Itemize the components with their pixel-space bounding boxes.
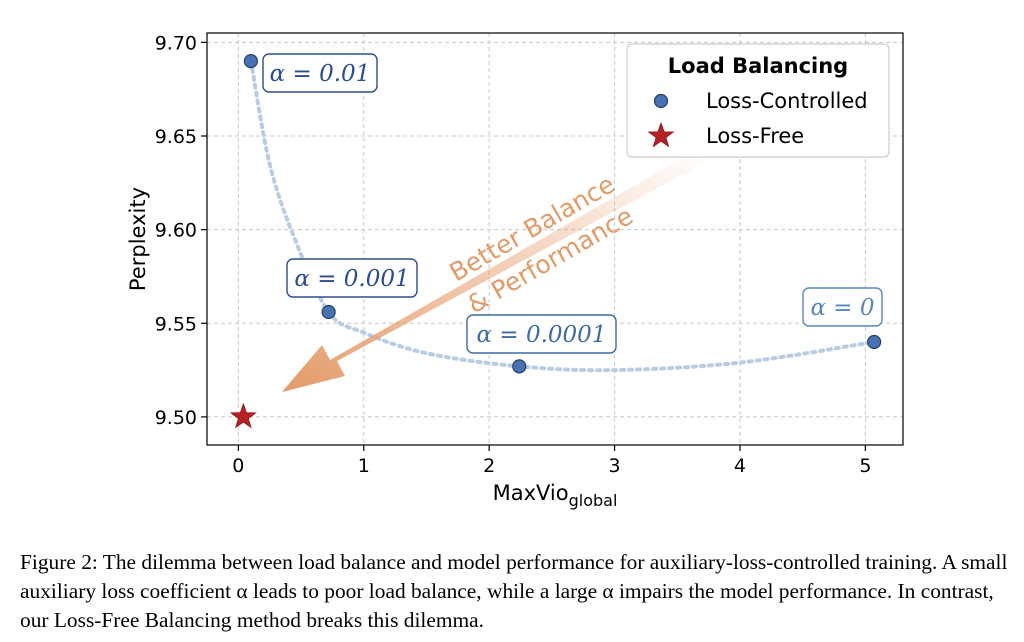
arrow-shape xyxy=(282,150,704,392)
y-tick-label: 9.70 xyxy=(155,32,197,54)
data-point-loss-controlled xyxy=(243,53,258,69)
data-marks xyxy=(229,53,882,429)
legend-box xyxy=(626,43,890,158)
annotation-box xyxy=(802,287,883,327)
grid-lines xyxy=(207,33,903,445)
annotation-label: α = 0 xyxy=(810,295,874,321)
plot-frame xyxy=(206,32,904,446)
x-axis-label-subscript: global xyxy=(569,491,618,510)
point-annotations: α = 0.01 α = 0.001 α = 0.0001 α = 0 xyxy=(262,53,883,354)
legend-marker-loss-controlled xyxy=(653,93,669,109)
x-axis-label: MaxVioglobal xyxy=(493,481,618,510)
y-tick-label: 9.60 xyxy=(155,220,197,242)
data-point-loss-controlled xyxy=(512,359,527,374)
scatter-chart: Better Balance& Performance 0 1 2 3 4 59.509.… xyxy=(126,32,904,510)
trend-curve xyxy=(248,59,877,373)
legend-marker-loss-free xyxy=(647,121,675,148)
x-axis-label-main: MaxVio xyxy=(493,481,569,505)
axis-ticks: 0 1 2 3 4 5 9.50 9.55 9.60 9.65 9.70 xyxy=(155,32,872,477)
annotation-label: α = 0.001 xyxy=(294,266,409,292)
legend: Load Balancing Loss-Controlled Loss-Free xyxy=(626,43,890,158)
annotation-box xyxy=(286,258,418,298)
y-tick-label: 9.65 xyxy=(155,126,197,148)
figure-caption: Figure 2: The dilemma between load balan… xyxy=(20,550,1008,632)
x-tick-label: 5 xyxy=(859,455,871,477)
legend-label-loss-controlled: Loss-Controlled xyxy=(706,89,868,113)
data-point-loss-controlled xyxy=(867,334,882,350)
y-tick-label: 9.55 xyxy=(155,313,197,335)
annotation-label: α = 0.01 xyxy=(270,61,371,87)
annotation-label: α = 0.0001 xyxy=(477,322,607,348)
x-tick-label: 2 xyxy=(483,455,495,477)
legend-label-loss-free: Loss-Free xyxy=(706,124,804,148)
annotation-box xyxy=(466,314,617,354)
y-axis-label: Perplexity xyxy=(126,187,150,291)
y-tick-label: 9.50 xyxy=(155,407,197,429)
x-tick-label: 4 xyxy=(734,455,746,477)
x-tick-label: 1 xyxy=(358,455,370,477)
annotation-box xyxy=(262,53,378,93)
legend-title: Load Balancing xyxy=(668,54,848,78)
data-point-loss-free xyxy=(229,402,257,429)
x-tick-label: 0 xyxy=(232,455,244,477)
data-point-loss-controlled xyxy=(321,304,336,320)
x-tick-label: 3 xyxy=(609,455,621,477)
